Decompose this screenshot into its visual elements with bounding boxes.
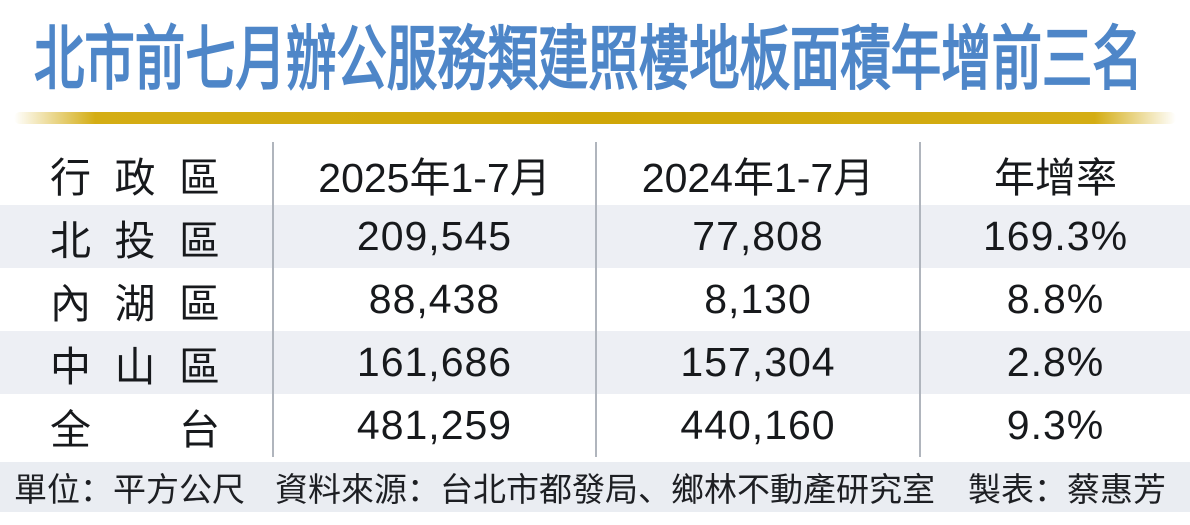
district-cell: 全台 [50,406,220,453]
yoy-cell: 169.3% [919,205,1190,268]
gold-divider-bar [14,112,1176,124]
header-district: 行政區 [50,154,220,201]
yoy-cell: 2.8% [919,331,1190,394]
footer-source-label: 資料來源：台北市都發局、鄉林不動產研究室 [275,471,935,508]
value-2025-cell: 481,259 [272,394,595,457]
table-row: 北投區 209,545 77,808 169.3% [0,205,1190,268]
value-2025-cell: 88,438 [272,268,595,331]
value-2024-cell: 440,160 [595,394,919,457]
district-cell: 北投區 [50,217,220,264]
value-2024-cell: 77,808 [595,205,919,268]
table-row: 全台 481,259 440,160 9.3% [0,394,1190,457]
header-2025: 2025年1-7月 [272,142,595,205]
yoy-cell: 8.8% [919,268,1190,331]
header-yoy: 年增率 [919,142,1190,205]
table-row: 中山區 161,686 157,304 2.8% [0,331,1190,394]
table-row: 內湖區 88,438 8,130 8.8% [0,268,1190,331]
masthead: 北市前七月辦公服務類建照樓地板面積年增前三名 [0,0,1190,106]
district-cell: 中山區 [50,343,220,390]
value-2024-cell: 157,304 [595,331,919,394]
value-2025-cell: 209,545 [272,205,595,268]
value-2025-cell: 161,686 [272,331,595,394]
footer-band: 單位：平方公尺 資料來源：台北市都發局、鄉林不動產研究室 製表：蔡惠芳 [0,462,1190,512]
page-title: 北市前七月辦公服務類建照樓地板面積年增前三名 [34,19,1143,98]
district-cell: 內湖區 [50,280,220,327]
footer-credit-label: 製表：蔡惠芳 [968,471,1166,508]
table-header-row: 行政區 2025年1-7月 2024年1-7月 年增率 [0,142,1190,205]
footer-unit-label: 單位：平方公尺 [14,471,245,508]
yoy-cell: 9.3% [919,394,1190,457]
header-2024: 2024年1-7月 [595,142,919,205]
data-table: 行政區 2025年1-7月 2024年1-7月 年增率 北投區 209,545 … [0,142,1190,457]
value-2024-cell: 8,130 [595,268,919,331]
